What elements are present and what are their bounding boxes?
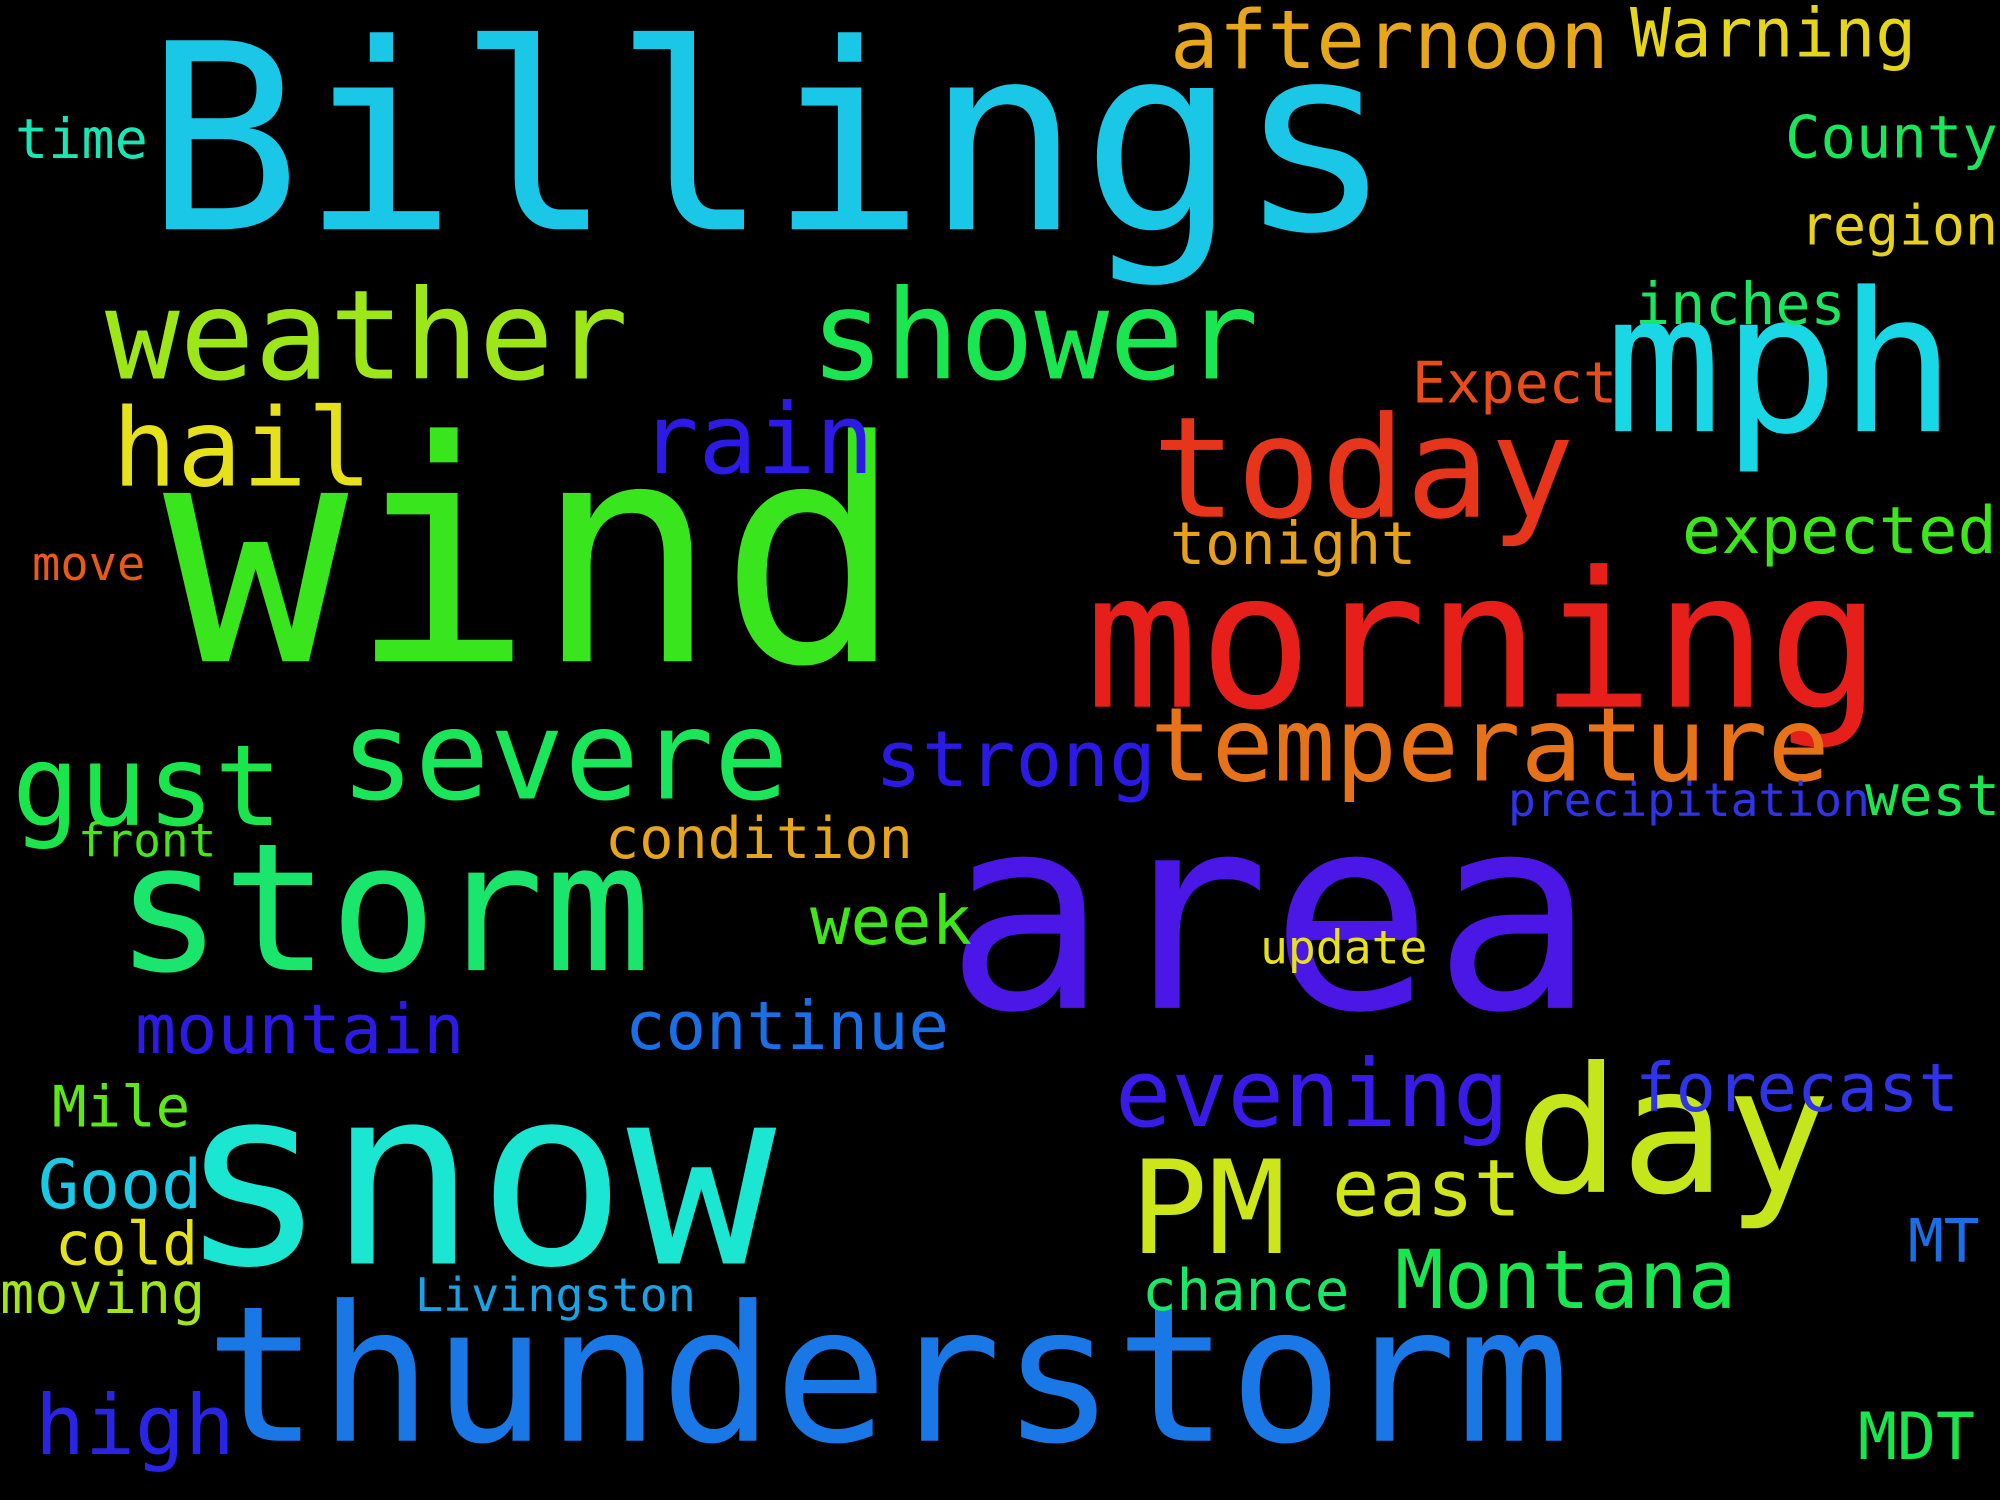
word-west: west: [1865, 762, 2000, 829]
word-shower: shower: [810, 264, 1259, 409]
word-east: east: [1332, 1143, 1521, 1235]
word-high: high: [35, 1377, 235, 1475]
word-week: week: [810, 882, 972, 961]
word-mile: Mile: [52, 1073, 191, 1141]
word-day: day: [1515, 1030, 1832, 1234]
word-morning: morning: [1085, 532, 1882, 753]
word-montana: Montana: [1395, 1232, 1737, 1328]
word-continue: continue: [625, 986, 949, 1065]
word-update: update: [1260, 921, 1428, 976]
word-mt: MT: [1908, 1206, 1980, 1276]
word-afternoon: afternoon: [1170, 0, 1609, 88]
word-today: today: [1152, 386, 1575, 551]
word-time: time: [15, 106, 148, 172]
word-hail: hail: [112, 385, 373, 512]
word-storm: storm: [115, 804, 652, 1013]
word-chance: chance: [1142, 1256, 1350, 1324]
word-tonight: tonight: [1170, 509, 1417, 579]
word-moving: moving: [0, 1260, 206, 1327]
word-front: front: [78, 814, 217, 868]
word-cold: cold: [55, 1209, 199, 1279]
word-snow: snow: [178, 1034, 777, 1323]
word-gust: gust: [12, 720, 282, 852]
word-condition: condition: [605, 805, 913, 872]
word-precipitation: precipitation: [1508, 772, 1870, 828]
word-wind: wind: [163, 376, 905, 735]
word-warning: Warning: [1630, 0, 1917, 74]
word-good: Good: [38, 1144, 203, 1224]
word-expected: expected: [1682, 492, 1997, 569]
word-thunderstorm: thunderstorm: [205, 1266, 1571, 1487]
word-rain: rain: [640, 383, 875, 497]
word-livingston: Livingston: [415, 1268, 696, 1323]
word-expect: Expect: [1412, 349, 1618, 416]
word-strong: strong: [875, 713, 1156, 805]
word-mdt: MDT: [1858, 1399, 1976, 1476]
word-county: County: [1785, 102, 1998, 172]
word-severe: severe: [340, 684, 789, 829]
word-forecast: forecast: [1635, 1049, 1959, 1128]
word-move: move: [32, 535, 146, 592]
word-weather: weather: [105, 264, 629, 409]
word-temperature: temperature: [1150, 686, 1830, 806]
word-mph: mph: [1605, 251, 1957, 478]
word-region: region: [1800, 193, 1998, 258]
word-evening: evening: [1115, 1040, 1510, 1149]
word-billings: Billings: [145, 0, 1394, 291]
word-mountain: mountain: [135, 989, 465, 1070]
word-pm: PM: [1130, 1134, 1287, 1285]
word-inches: inches: [1635, 269, 1846, 338]
word-area: area: [945, 757, 1596, 1072]
